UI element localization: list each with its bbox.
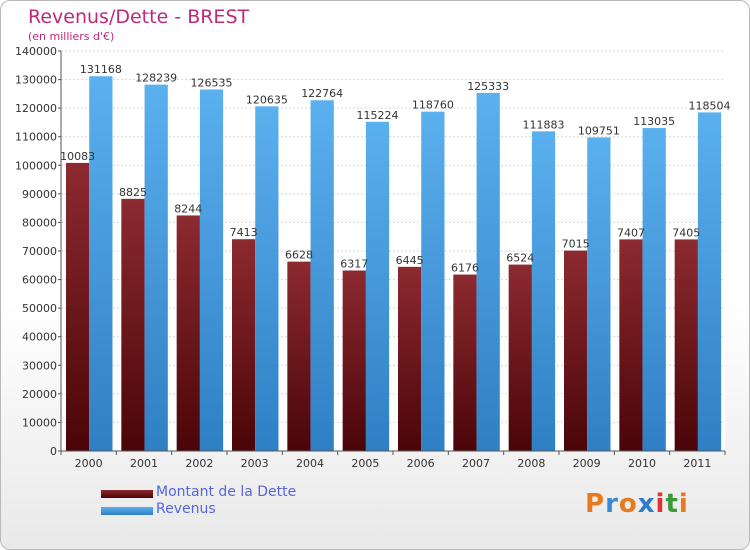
bar-revenus bbox=[144, 84, 168, 452]
axes: 0 10000 20000 30000 40000 50000 60000 70000 8000… bbox=[15, 45, 726, 470]
y-tick-label: 0 bbox=[50, 445, 57, 458]
bar-dette bbox=[508, 264, 532, 451]
bar-revenus bbox=[255, 106, 279, 451]
x-tick-label: 2004 bbox=[296, 457, 324, 470]
data-label-dette: 7015 bbox=[562, 238, 590, 251]
data-label-revenus: 131168 bbox=[80, 63, 122, 76]
x-tick-label: 2002 bbox=[185, 457, 213, 470]
bar-dette bbox=[453, 274, 477, 451]
legend-swatch-debt bbox=[101, 490, 153, 498]
x-tick-label: 2001 bbox=[130, 457, 158, 470]
y-tick-label: 70000 bbox=[22, 245, 57, 258]
x-tick-label: 2010 bbox=[628, 457, 656, 470]
y-tick-label: 80000 bbox=[22, 216, 57, 229]
y-tick-label: 110000 bbox=[15, 131, 57, 144]
bar-dette bbox=[398, 266, 422, 451]
bar-revenus bbox=[587, 137, 611, 451]
logo-letter: x bbox=[637, 489, 656, 519]
data-label-dette: 7413 bbox=[230, 226, 258, 239]
logo-letter: i bbox=[655, 489, 666, 519]
bar-dette bbox=[176, 215, 200, 451]
data-label-revenus: 122764 bbox=[301, 87, 343, 100]
data-label-revenus: 126535 bbox=[191, 76, 233, 89]
bar-dette bbox=[287, 261, 311, 451]
data-label-revenus: 120635 bbox=[246, 93, 288, 106]
x-tick-label: 2005 bbox=[351, 457, 379, 470]
bar-dette bbox=[674, 239, 698, 451]
data-label-revenus: 111883 bbox=[523, 118, 565, 131]
data-label-dette: 6445 bbox=[396, 254, 424, 267]
bar-revenus bbox=[89, 76, 113, 451]
y-tick-label: 140000 bbox=[15, 45, 57, 58]
logo-letter: r bbox=[605, 489, 619, 519]
data-label-dette: 7405 bbox=[672, 226, 700, 239]
y-tick-label: 50000 bbox=[22, 302, 57, 315]
data-label-revenus: 115224 bbox=[357, 109, 399, 122]
legend-swatch-revenus bbox=[101, 507, 153, 515]
data-label-dette: 10083 bbox=[60, 150, 95, 163]
bar-revenus bbox=[365, 121, 390, 451]
y-tick-label: 120000 bbox=[15, 102, 57, 115]
y-tick-label: 130000 bbox=[15, 74, 57, 87]
proxiti-logo: Proxiti bbox=[585, 489, 689, 519]
data-label-revenus: 125333 bbox=[467, 80, 509, 93]
legend-label-debt: Montant de la Dette bbox=[156, 484, 297, 500]
logo-letter: P bbox=[585, 489, 606, 519]
bar-dette bbox=[342, 270, 366, 451]
y-tick-label: 30000 bbox=[22, 359, 57, 372]
bar-dette bbox=[66, 162, 90, 451]
bar-revenus bbox=[531, 131, 556, 451]
data-label-dette: 6176 bbox=[451, 262, 479, 275]
y-tick-label: 90000 bbox=[22, 188, 57, 201]
bar-dette bbox=[121, 198, 145, 451]
grid bbox=[61, 50, 725, 452]
bar-revenus bbox=[199, 89, 224, 451]
data-label-dette: 7407 bbox=[617, 226, 645, 239]
data-label-dette: 8244 bbox=[174, 202, 202, 215]
data-label-revenus: 109751 bbox=[578, 124, 620, 137]
bar-revenus bbox=[310, 100, 334, 451]
bar-revenus bbox=[476, 92, 500, 452]
bar-revenus bbox=[642, 128, 666, 451]
logo-letter: i bbox=[678, 489, 689, 519]
x-tick-label: 2009 bbox=[573, 457, 601, 470]
logo-letter: o bbox=[618, 489, 638, 519]
data-label-revenus: 128239 bbox=[135, 72, 177, 85]
x-tick-label: 2006 bbox=[407, 457, 435, 470]
y-tick-label: 40000 bbox=[22, 331, 57, 344]
bar-dette bbox=[619, 239, 643, 451]
x-tick-label: 2007 bbox=[462, 457, 490, 470]
y-tick-label: 20000 bbox=[22, 388, 57, 401]
data-label-revenus: 118504 bbox=[689, 99, 731, 112]
data-label-revenus: 118760 bbox=[412, 99, 454, 112]
chart-subtitle: (en milliers d'€) bbox=[28, 30, 115, 43]
logo-letter: t bbox=[665, 489, 679, 519]
bar-revenus bbox=[697, 112, 722, 451]
bar-dette bbox=[564, 250, 588, 451]
x-tick-label: 2003 bbox=[241, 457, 269, 470]
data-label-revenus: 113035 bbox=[633, 115, 675, 128]
data-label-dette: 6524 bbox=[506, 252, 534, 265]
bar-dette bbox=[232, 239, 256, 451]
x-tick-label: 2008 bbox=[517, 457, 545, 470]
y-tick-label: 100000 bbox=[15, 159, 57, 172]
x-tick-label: 2011 bbox=[683, 457, 711, 470]
chart-title: Revenus/Dette - BREST bbox=[28, 6, 250, 28]
data-label-dette: 6628 bbox=[285, 249, 313, 262]
y-tick-label: 10000 bbox=[22, 416, 57, 429]
bars bbox=[66, 76, 722, 452]
x-tick-label: 2000 bbox=[75, 457, 103, 470]
y-tick-label: 60000 bbox=[22, 274, 57, 287]
data-labels: 10083 131168 8825 128239 8244 126535 7413 12063… bbox=[60, 63, 730, 274]
data-label-dette: 6317 bbox=[340, 258, 368, 271]
data-label-dette: 8825 bbox=[119, 186, 147, 199]
legend-label-revenus: Revenus bbox=[156, 501, 216, 517]
bar-revenus bbox=[421, 111, 445, 451]
